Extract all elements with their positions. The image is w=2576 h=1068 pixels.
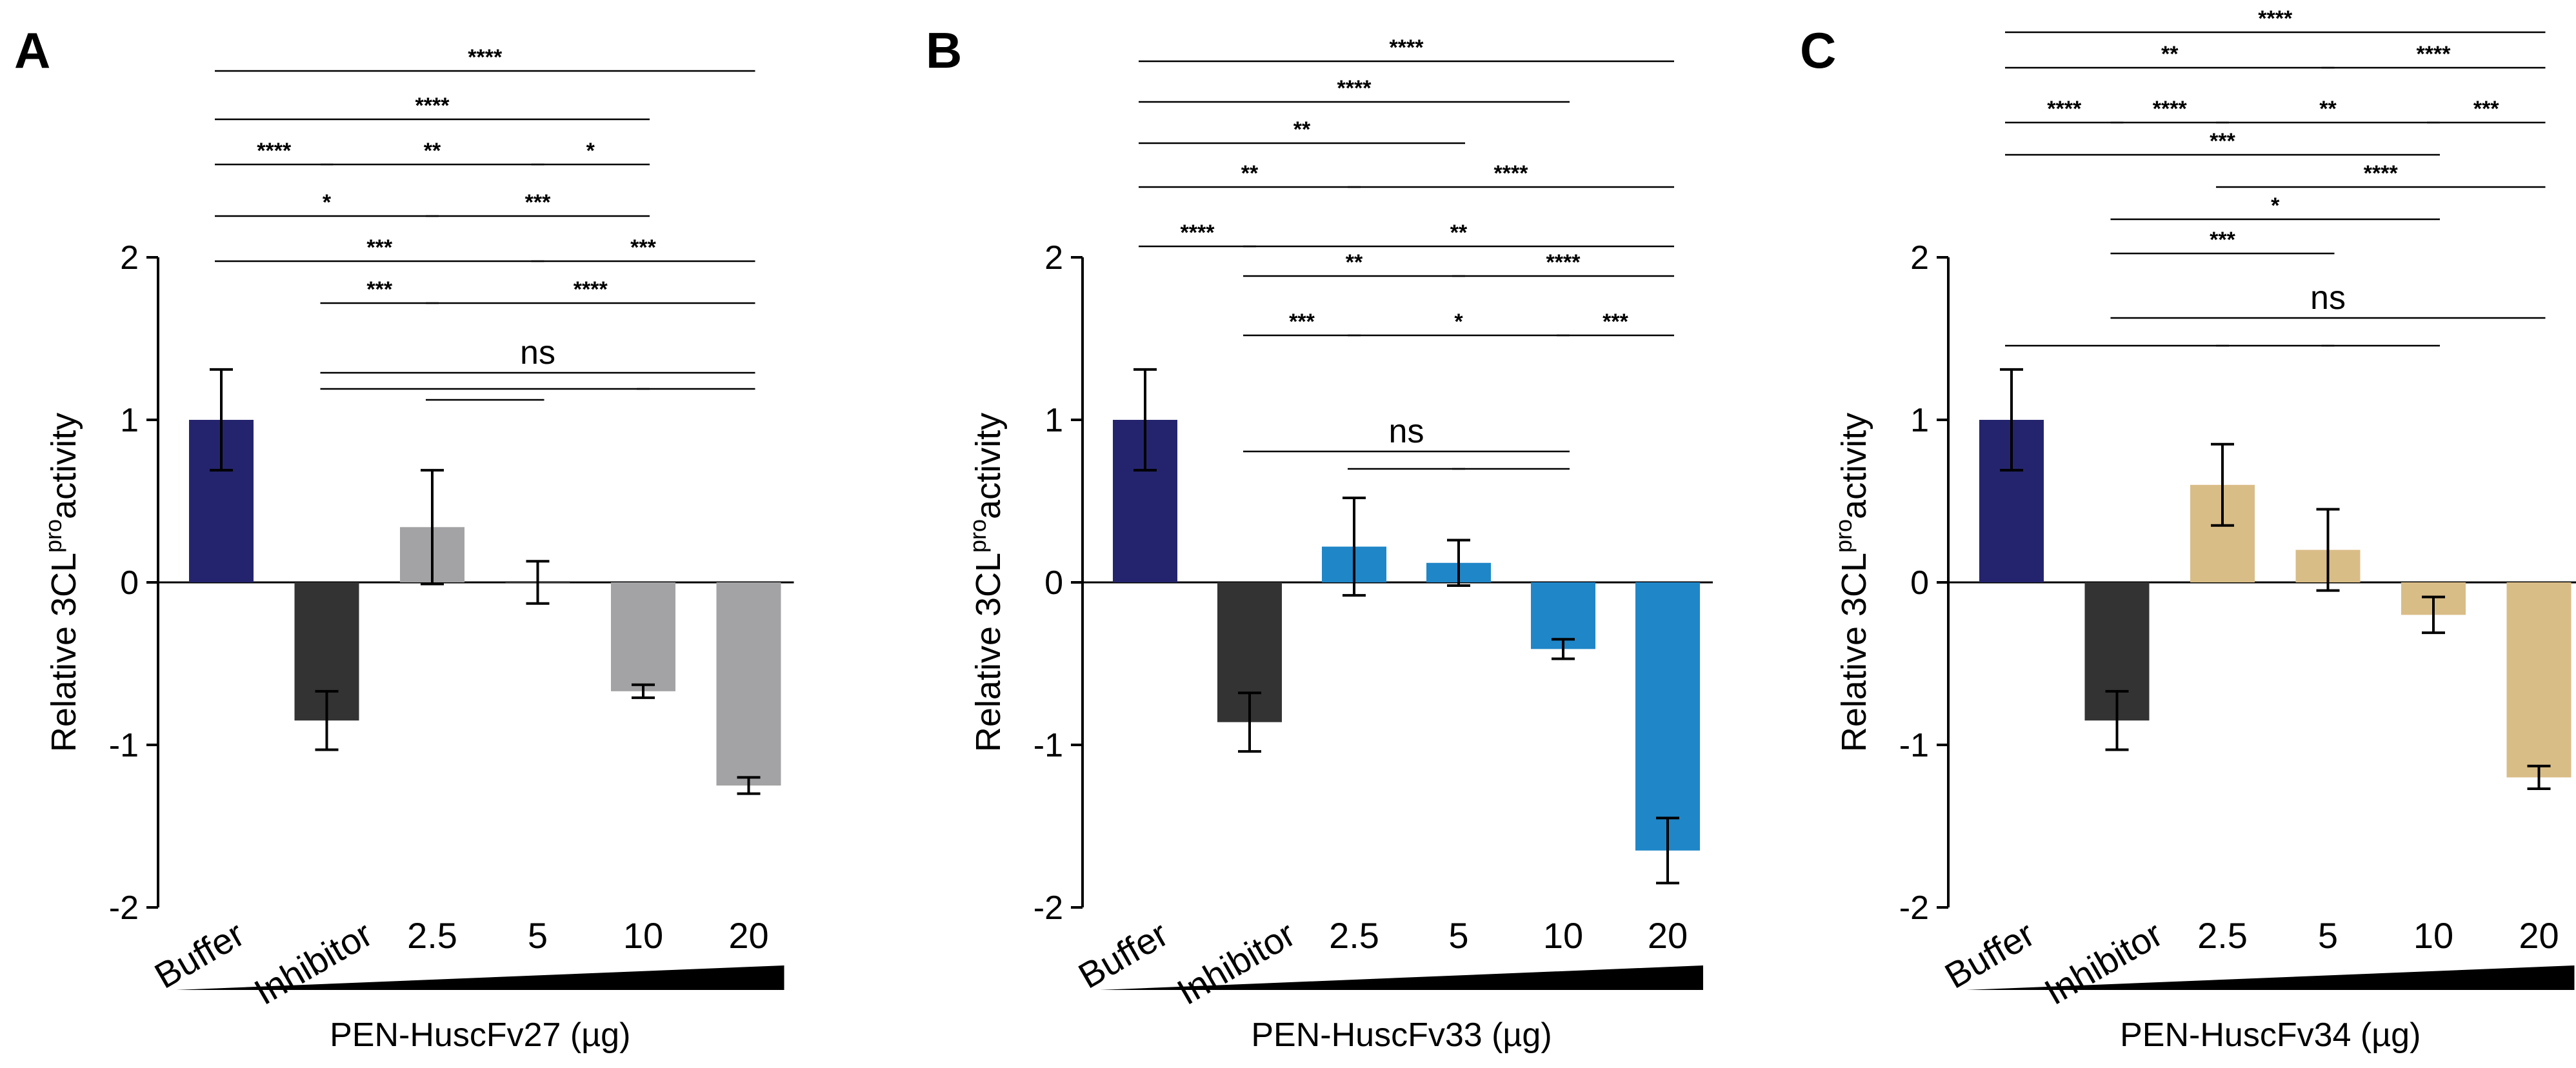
significance-label: * <box>323 190 332 215</box>
panel-letter: C <box>1800 22 1836 79</box>
y-tick-label: -1 <box>1033 727 1063 764</box>
y-axis-label: Relative 3CLproactivity <box>1830 413 1873 752</box>
significance-label: ** <box>1241 161 1259 186</box>
y-tick-label: 1 <box>1910 402 1929 439</box>
dose-gradient-wedge <box>176 965 784 990</box>
significance-label: *** <box>1603 310 1628 334</box>
significance-label: ** <box>1293 117 1311 142</box>
y-tick-label: 1 <box>1044 402 1063 439</box>
y-tick-label: 2 <box>1910 239 1929 277</box>
significance-label: **** <box>2258 6 2293 31</box>
y-label-suffix: activity <box>969 413 1008 519</box>
significance-label: **** <box>2417 42 2451 66</box>
significance-label: ** <box>1450 221 1468 245</box>
category-label: 5 <box>528 915 548 956</box>
significance-label: *** <box>1289 310 1315 334</box>
significance-label: *** <box>2210 129 2235 153</box>
significance-label: **** <box>2047 97 2082 121</box>
category-label: 20 <box>2519 915 2559 956</box>
x-axis-label: PEN-HuscFv34 (µg) <box>2120 1016 2421 1054</box>
significance-label: ns <box>2310 279 2346 317</box>
y-tick-label: 0 <box>120 564 139 602</box>
significance-label: ** <box>1346 250 1363 275</box>
category-label: 5 <box>1448 915 1468 956</box>
y-label-superscript: pro <box>1830 519 1857 553</box>
y-tick-label: 1 <box>120 402 139 439</box>
y-label-main: Relative 3CL <box>1835 553 1873 752</box>
y-label-main: Relative 3CL <box>45 553 83 752</box>
significance-label: ** <box>2161 42 2179 66</box>
x-axis-label: PEN-HuscFv27 (µg) <box>330 1016 630 1054</box>
category-label: 10 <box>623 915 663 956</box>
bar-20 <box>1635 582 1700 851</box>
significance-label: ** <box>424 139 441 163</box>
significance-label: ** <box>2319 97 2337 121</box>
y-tick-label: 0 <box>1044 564 1063 602</box>
panel-letter: B <box>926 22 962 79</box>
significance-label: *** <box>366 277 392 302</box>
significance-label: *** <box>630 235 656 260</box>
category-label: 10 <box>1543 915 1583 956</box>
y-tick-label: 2 <box>120 239 139 277</box>
y-label-suffix: activity <box>45 413 83 519</box>
x-axis-label: PEN-HuscFv33 (µg) <box>1251 1016 1552 1054</box>
significance-label: **** <box>415 94 450 118</box>
y-tick-label: -2 <box>109 889 139 927</box>
y-tick-label: 2 <box>1044 239 1063 277</box>
significance-label: *** <box>2473 97 2499 121</box>
significance-label: * <box>586 139 595 163</box>
bar-20 <box>2506 582 2571 778</box>
significance-label: **** <box>1546 250 1581 275</box>
significance-label: **** <box>1390 35 1424 60</box>
y-tick-label: -2 <box>1899 889 1929 927</box>
y-label-suffix: activity <box>1835 413 1873 519</box>
y-tick-label: -1 <box>1899 727 1929 764</box>
category-label: 2.5 <box>1329 915 1379 956</box>
significance-label: **** <box>2364 161 2399 186</box>
significance-label: * <box>2271 193 2280 218</box>
category-label: 10 <box>2413 915 2453 956</box>
significance-label: ns <box>1389 413 1424 450</box>
significance-label: **** <box>1337 76 1372 101</box>
significance-label: ns <box>520 334 555 371</box>
y-label-main: Relative 3CL <box>969 553 1008 752</box>
category-label: 20 <box>1648 915 1688 956</box>
dose-gradient-wedge <box>1100 965 1703 990</box>
bar-10 <box>1531 582 1595 649</box>
bar-10 <box>611 582 675 691</box>
significance-label: **** <box>2153 97 2188 121</box>
y-label-superscript: pro <box>40 519 66 553</box>
y-tick-label: -1 <box>109 727 139 764</box>
y-label-superscript: pro <box>964 519 991 553</box>
significance-label: * <box>1454 310 1463 334</box>
significance-label: **** <box>1494 161 1529 186</box>
significance-label: *** <box>525 190 551 215</box>
y-axis-label: Relative 3CLproactivity <box>40 413 83 752</box>
significance-label: *** <box>366 235 392 260</box>
category-label: 2.5 <box>2197 915 2248 956</box>
significance-label: *** <box>2210 228 2235 252</box>
y-tick-label: -2 <box>1033 889 1063 927</box>
significance-label: **** <box>574 277 608 302</box>
significance-label: **** <box>257 139 292 163</box>
y-tick-label: 0 <box>1910 564 1929 602</box>
panel-letter: A <box>14 22 50 79</box>
category-label: 20 <box>728 915 768 956</box>
significance-label: **** <box>468 45 503 70</box>
category-label: 5 <box>2318 915 2338 956</box>
category-label: 2.5 <box>407 915 457 956</box>
dose-gradient-wedge <box>1966 965 2575 990</box>
y-axis-label: Relative 3CLproactivity <box>964 413 1008 752</box>
bar-20 <box>716 582 781 786</box>
significance-label: **** <box>1181 221 1215 245</box>
